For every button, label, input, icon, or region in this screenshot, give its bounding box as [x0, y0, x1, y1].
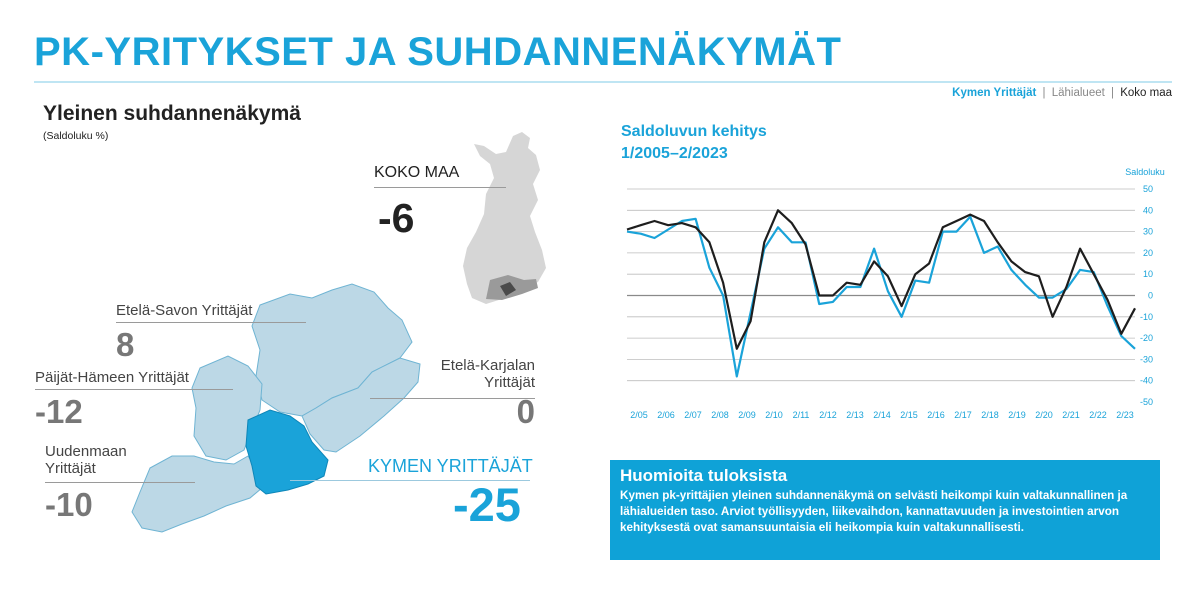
- x-tick-label: 2/16: [927, 410, 945, 420]
- y-tick-label: -40: [1140, 376, 1153, 386]
- y-tick-label: -20: [1140, 333, 1153, 343]
- x-tick-label: 2/21: [1062, 410, 1080, 420]
- x-tick-label: 2/23: [1116, 410, 1134, 420]
- legend-koko-maa: Koko maa: [1120, 87, 1172, 99]
- y-tick-label: -30: [1140, 354, 1153, 364]
- uusimaa-label: Uudenmaan Yrittäjät: [45, 443, 127, 478]
- etela-savo-value: 8: [116, 326, 135, 363]
- series-line-kymen: [626, 215, 1136, 378]
- x-tick-label: 2/05: [630, 410, 648, 420]
- x-tick-label: 2/19: [1008, 410, 1026, 420]
- y-axis-label: Saldoluku: [1125, 167, 1165, 177]
- section-title: Yleinen suhdannenäkymä: [43, 102, 301, 125]
- finland-map: [463, 132, 546, 304]
- notes-box: Huomioita tuloksista Kymen pk-yrittäjien…: [610, 460, 1160, 560]
- koko-maa-value: -6: [378, 195, 415, 241]
- uusimaa-region: [131, 455, 263, 533]
- etela-karjala-region: [301, 357, 421, 453]
- y-tick-label: 10: [1143, 269, 1153, 279]
- x-tick-label: 2/11: [793, 410, 810, 420]
- x-tick-label: 2/08: [711, 410, 729, 420]
- notes-body: Kymen pk-yrittäjien yleinen suhdannenäky…: [620, 489, 1128, 534]
- uusimaa-value: -10: [45, 486, 93, 523]
- x-tick-label: 2/12: [819, 410, 837, 420]
- series-line-koko-maa: [626, 209, 1136, 350]
- kymenlaakso-highlight: [500, 282, 516, 296]
- y-tick-label: -10: [1140, 312, 1153, 322]
- y-tick-label: -50: [1140, 397, 1153, 407]
- y-tick-label: 50: [1143, 184, 1153, 194]
- x-tick-label: 2/13: [846, 410, 864, 420]
- y-tick-label: 20: [1143, 248, 1153, 258]
- chart-title: Saldoluvun kehitys 1/2005–2/2023: [621, 121, 767, 166]
- etela-karjala-label-line2: Yrittäjät: [484, 373, 535, 391]
- kymen-leader: [290, 480, 530, 481]
- x-tick-label: 2/18: [981, 410, 999, 420]
- y-axis: 50 40 30 20 10 0 -10 -20 -30 -40 -50: [1140, 184, 1153, 407]
- x-tick-label: 2/10: [765, 410, 783, 420]
- kymen-label: KYMEN YRITTÄJÄT: [368, 456, 533, 476]
- uusimaa-label-line1: Uudenmaan: [45, 443, 127, 460]
- kymen-value: -25: [453, 478, 521, 531]
- x-tick-label: 2/15: [900, 410, 918, 420]
- etela-karjala-leader: [370, 398, 535, 399]
- page-title: PK-YRITYKSET JA SUHDANNENÄKYMÄT: [34, 30, 842, 74]
- legend-separator: |: [1042, 87, 1046, 99]
- finland-shape: [463, 132, 546, 304]
- chart-legend: Kymen Yrittäjät | Lähialueet | Koko maa: [952, 87, 1172, 99]
- x-tick-label: 2/22: [1089, 410, 1107, 420]
- notes-title: Huomioita tuloksista: [620, 466, 788, 485]
- x-tick-label: 2/07: [684, 410, 702, 420]
- x-tick-label: 2/14: [873, 410, 891, 420]
- paijat-hame-region: [191, 355, 263, 461]
- x-tick-label: 2/20: [1035, 410, 1053, 420]
- etela-karjala-label-line1: Etelä-Karjalan: [440, 357, 535, 374]
- etela-karjala-value: 0: [516, 393, 535, 430]
- etela-savo-label: Etelä-Savon Yrittäjät: [116, 302, 253, 319]
- chart-title-line1: Saldoluvun kehitys: [621, 123, 767, 140]
- y-tick-label: 0: [1148, 291, 1153, 301]
- paijat-hame-value: -12: [35, 393, 83, 430]
- koko-maa-label: KOKO MAA: [374, 164, 460, 181]
- paijat-hame-leader: [35, 389, 233, 390]
- paijat-hame-label: Päijät-Hämeen Yrittäjät: [35, 369, 189, 386]
- x-tick-label: 2/09: [738, 410, 756, 420]
- etela-karjala-label: Etelä-Karjalan Yrittäjät: [405, 357, 535, 392]
- koko-maa-leader: [374, 187, 506, 188]
- etela-savo-leader: [116, 322, 306, 323]
- chart-grid: [627, 188, 1135, 382]
- y-tick-label: 30: [1143, 227, 1153, 237]
- chart-title-line2: 1/2005–2/2023: [621, 145, 728, 163]
- uusimaa-label-line2: Yrittäjät: [45, 459, 96, 477]
- y-tick-label: 40: [1143, 205, 1153, 215]
- chart-series: [626, 209, 1136, 378]
- legend-separator: |: [1111, 87, 1115, 99]
- legend-lahialueet: Lähialueet: [1051, 87, 1105, 99]
- x-axis: 2/05 2/06 2/07 2/08 2/09 2/10 2/11 2/12 2/13 2/14…: [630, 410, 1134, 420]
- regional-map: [131, 283, 421, 533]
- section-subtitle: (Saldoluku %): [43, 130, 109, 142]
- title-divider: [34, 81, 1172, 83]
- x-tick-label: 2/17: [954, 410, 972, 420]
- legend-kymen: Kymen Yrittäjät: [952, 87, 1037, 99]
- x-tick-label: 2/06: [657, 410, 675, 420]
- uusimaa-leader: [45, 482, 195, 483]
